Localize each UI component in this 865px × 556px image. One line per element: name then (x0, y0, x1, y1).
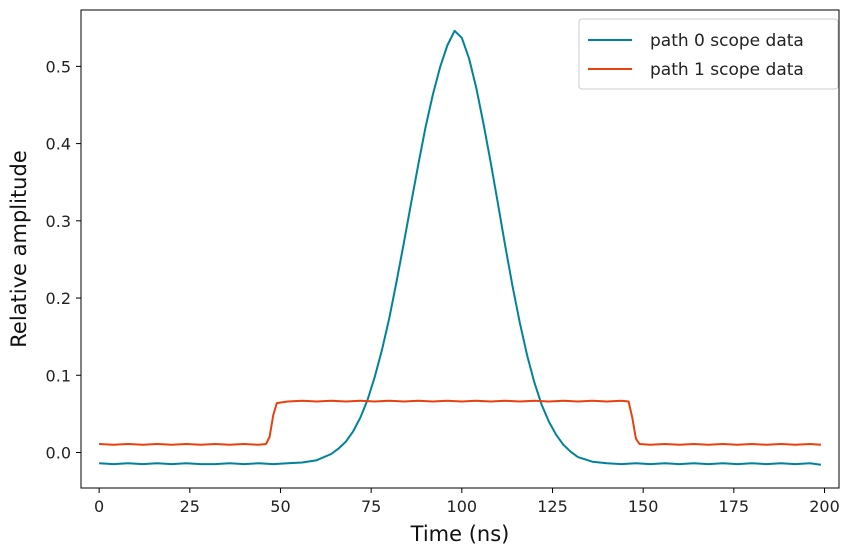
x-tick-label: 125 (537, 497, 568, 516)
y-axis-label: Relative amplitude (7, 150, 31, 347)
y-tick-label: 0.5 (46, 57, 71, 76)
legend-box (578, 18, 839, 90)
axis-layer: 0 25 50 75 100 125 150 175 200 0.0 0.1 0.2 0.3 0.4 0.5 (46, 57, 840, 516)
legend-label-path-1: path 1 scope data (650, 60, 804, 80)
x-axis-label: Time (ns) (410, 522, 510, 546)
x-tick-label: 0 (94, 497, 104, 516)
x-tick-label: 200 (809, 497, 840, 516)
legend-label-path-0: path 0 scope data (650, 31, 804, 51)
y-tick-label: 0.1 (46, 366, 71, 385)
x-tick-label: 25 (180, 497, 200, 516)
series-line-path-0 (99, 29, 822, 466)
x-tick-label: 75 (361, 497, 381, 516)
y-tick-label: 0.0 (46, 443, 71, 462)
x-tick-label: 100 (447, 497, 478, 516)
x-tick-label: 175 (719, 497, 750, 516)
plot-frame (80, 9, 840, 489)
series-line-path-1 (99, 399, 821, 446)
legend: path 0 scope data path 1 scope data (578, 18, 839, 90)
x-tick-label: 150 (628, 497, 659, 516)
plot-border (80, 9, 840, 489)
y-tick-label: 0.2 (46, 289, 71, 308)
x-tick-label: 50 (270, 497, 290, 516)
y-tick-label: 0.4 (46, 135, 71, 154)
series-layer (99, 29, 822, 466)
y-tick-label: 0.3 (46, 212, 71, 231)
